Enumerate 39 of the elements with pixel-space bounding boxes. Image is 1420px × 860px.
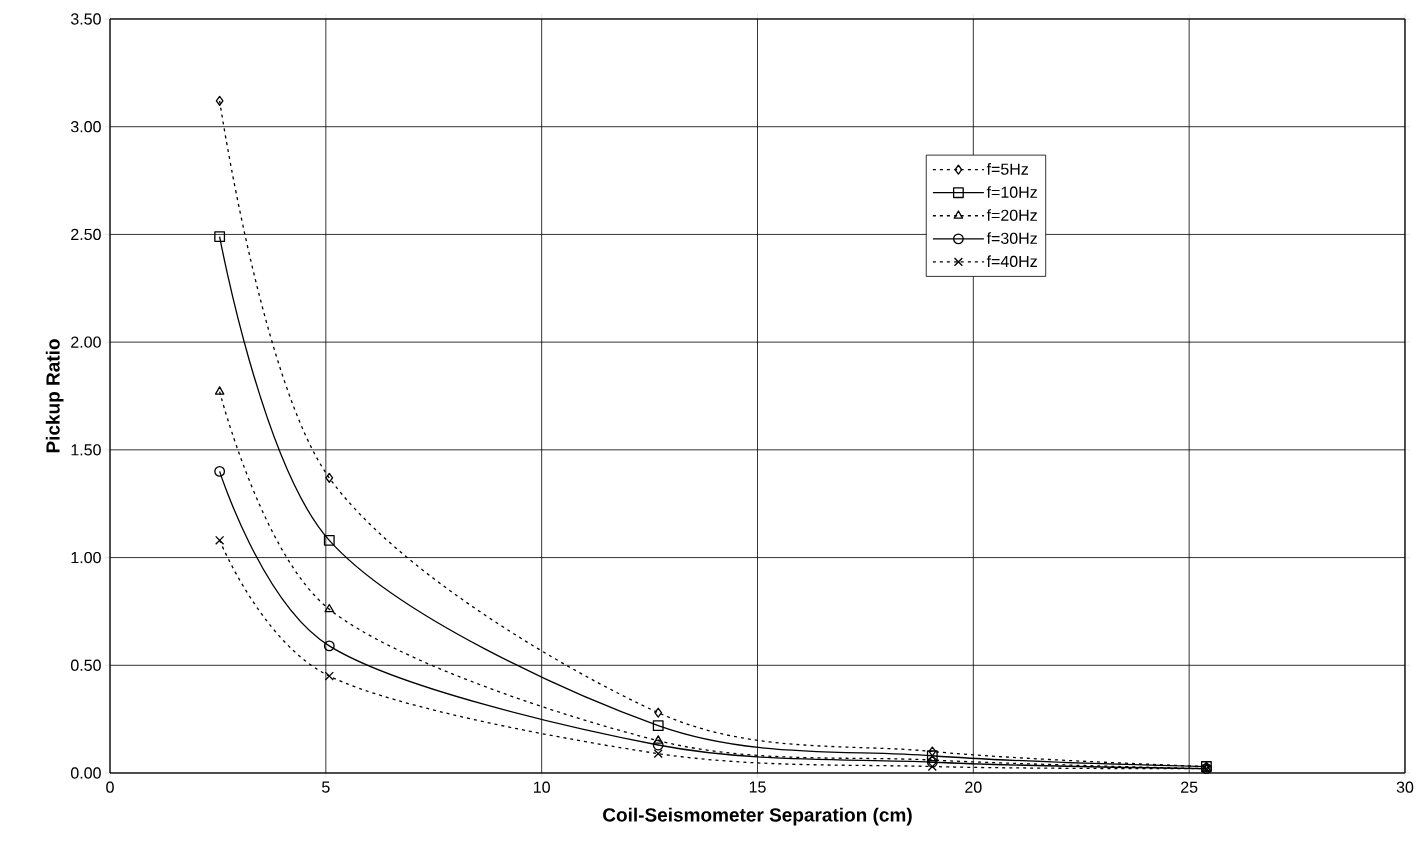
point — [214, 465, 226, 477]
y-tick-label: 3.00 — [70, 121, 101, 133]
point — [323, 534, 335, 546]
y-tick-label: 0.00 — [70, 767, 101, 779]
x-tick-label: 10 — [533, 781, 550, 793]
x-tick-label: 5 — [322, 781, 330, 793]
y-tick-label: 2.50 — [71, 228, 101, 241]
point — [653, 749, 663, 759]
y-tick-label: 1.00 — [71, 551, 101, 564]
point — [323, 640, 335, 652]
x-tick-label: 20 — [965, 781, 982, 793]
y-tick-label: 2.00 — [71, 336, 101, 348]
point — [928, 746, 937, 757]
y-tick-label: 0.50 — [70, 659, 101, 671]
legend-label: f=10Hz — [986, 186, 1037, 198]
x-tick-label: 25 — [1181, 781, 1198, 793]
point — [324, 671, 334, 681]
x-axis-title: Coil-Seismometer Separation (cm) — [603, 807, 912, 826]
x-tick-label: 30 — [1396, 781, 1414, 793]
point — [652, 739, 664, 751]
point — [325, 472, 334, 483]
point — [215, 535, 225, 545]
point — [653, 735, 663, 744]
point — [214, 386, 225, 395]
point — [324, 603, 335, 613]
point — [652, 720, 664, 732]
y-tick-label: 1.50 — [71, 444, 101, 456]
point — [215, 95, 224, 106]
point — [926, 750, 938, 762]
legend-label: f=30Hz — [986, 232, 1037, 245]
x-tick-label: 15 — [749, 781, 766, 793]
point — [214, 231, 226, 243]
point — [654, 707, 663, 718]
y-axis-title: Pickup Ratio — [45, 339, 64, 453]
legend-label: f=40Hz — [986, 255, 1037, 268]
x-tick-label: 0 — [106, 781, 114, 793]
legend-label: f=20Hz — [986, 209, 1037, 221]
legend-label: f=5Hz — [986, 163, 1028, 175]
y-tick-label: 3.50 — [70, 13, 101, 25]
